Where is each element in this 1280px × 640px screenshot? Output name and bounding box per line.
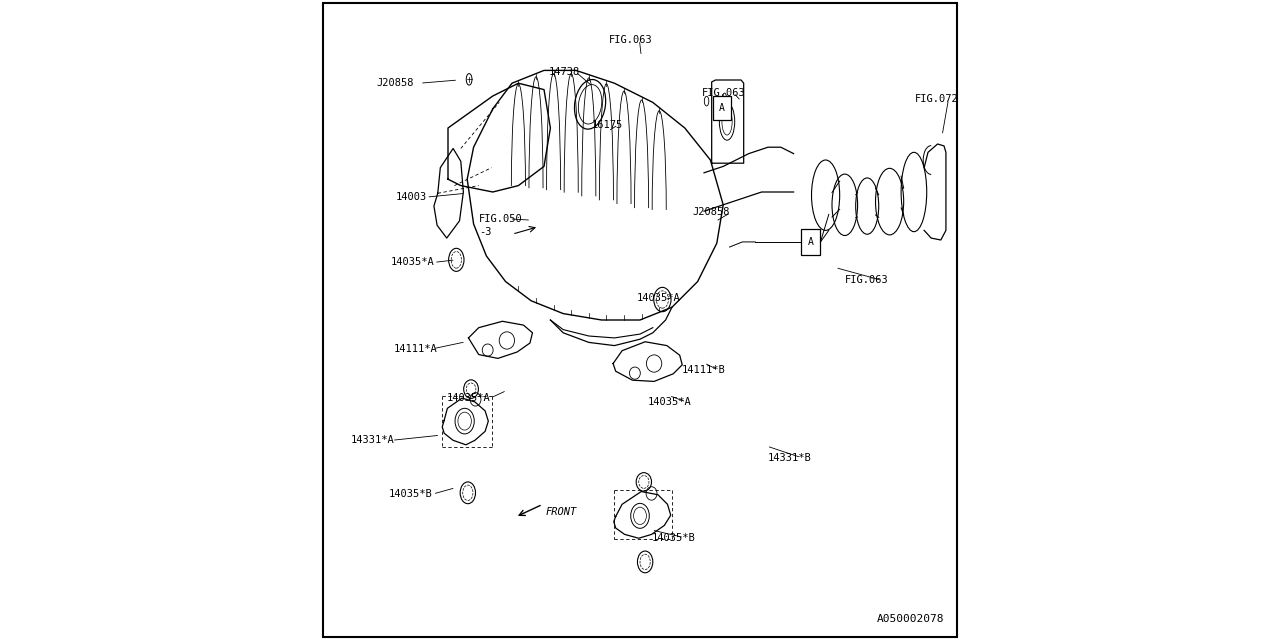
Text: 14003: 14003 — [396, 192, 426, 202]
Text: 14111*A: 14111*A — [394, 344, 438, 354]
Text: 14035*B: 14035*B — [389, 489, 433, 499]
Text: FIG.072: FIG.072 — [915, 94, 959, 104]
Text: 14035*A: 14035*A — [648, 397, 691, 407]
Text: A050002078: A050002078 — [877, 614, 945, 624]
Text: 14331*A: 14331*A — [351, 435, 394, 445]
Text: 14035*A: 14035*A — [637, 292, 681, 303]
Text: J20858: J20858 — [376, 78, 413, 88]
Bar — [713, 96, 731, 120]
Text: 16175: 16175 — [591, 120, 623, 130]
Text: FIG.063: FIG.063 — [701, 88, 745, 98]
Text: FRONT: FRONT — [545, 507, 576, 517]
Text: 14035*B: 14035*B — [652, 532, 695, 543]
Bar — [801, 229, 820, 255]
Text: FIG.050: FIG.050 — [479, 214, 522, 224]
Text: FIG.063: FIG.063 — [609, 35, 653, 45]
Text: 14738: 14738 — [549, 67, 580, 77]
Text: 14331*B: 14331*B — [768, 452, 812, 463]
Text: 14111*B: 14111*B — [681, 365, 726, 375]
Text: -3: -3 — [479, 227, 492, 237]
Text: FIG.063: FIG.063 — [845, 275, 888, 285]
Text: J20858: J20858 — [692, 207, 730, 218]
Text: 14035*A: 14035*A — [447, 393, 490, 403]
Text: A: A — [808, 237, 814, 247]
Text: 14035*A: 14035*A — [390, 257, 434, 268]
Text: A: A — [719, 103, 724, 113]
